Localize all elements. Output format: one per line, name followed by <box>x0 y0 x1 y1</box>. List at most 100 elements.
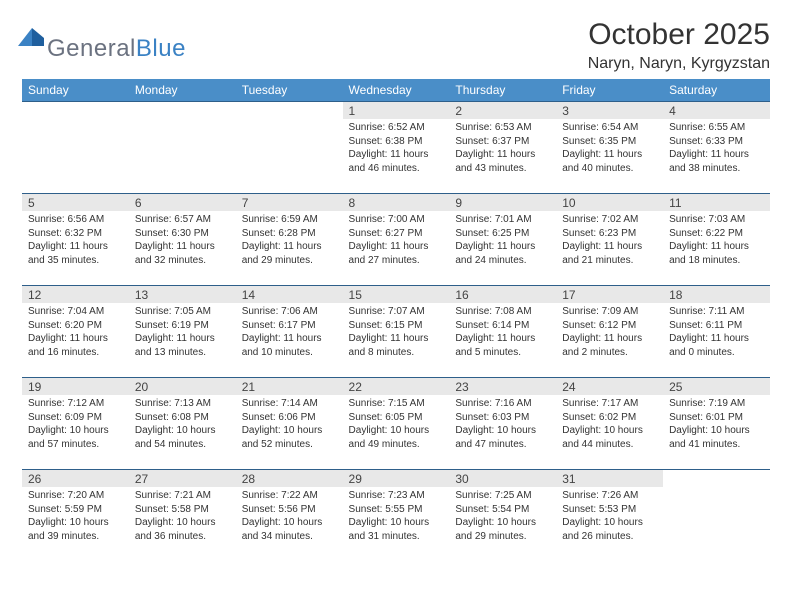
logo-word-general: General <box>47 35 136 62</box>
sunrise-line: Sunrise: 7:09 AM <box>562 305 657 319</box>
day-number <box>663 470 770 487</box>
sunrise-line: Sunrise: 6:57 AM <box>135 213 230 227</box>
day-number: 14 <box>236 286 343 303</box>
day-details: Sunrise: 7:16 AMSunset: 6:03 PMDaylight:… <box>449 395 556 455</box>
weekday-header-cell: Sunday <box>22 79 129 102</box>
daylight-line: Daylight: 10 hours and 39 minutes. <box>28 516 123 543</box>
sunset-line: Sunset: 6:12 PM <box>562 319 657 333</box>
sunrise-line: Sunrise: 7:12 AM <box>28 397 123 411</box>
sunrise-line: Sunrise: 7:07 AM <box>349 305 444 319</box>
day-details: Sunrise: 7:26 AMSunset: 5:53 PMDaylight:… <box>556 487 663 547</box>
day-number: 6 <box>129 194 236 211</box>
weekday-header-cell: Monday <box>129 79 236 102</box>
sunrise-line: Sunrise: 7:21 AM <box>135 489 230 503</box>
calendar-day-cell: 9Sunrise: 7:01 AMSunset: 6:25 PMDaylight… <box>449 194 556 286</box>
sunset-line: Sunset: 6:33 PM <box>669 135 764 149</box>
day-number <box>129 102 236 119</box>
day-number: 11 <box>663 194 770 211</box>
sunset-line: Sunset: 5:59 PM <box>28 503 123 517</box>
sunset-line: Sunset: 6:28 PM <box>242 227 337 241</box>
logo-mark <box>22 24 44 73</box>
sunrise-line: Sunrise: 7:11 AM <box>669 305 764 319</box>
sunrise-line: Sunrise: 6:55 AM <box>669 121 764 135</box>
sunrise-line: Sunrise: 6:53 AM <box>455 121 550 135</box>
day-details: Sunrise: 7:14 AMSunset: 6:06 PMDaylight:… <box>236 395 343 455</box>
title-block: October 2025 Naryn, Naryn, Kyrgyzstan <box>588 18 770 73</box>
day-details: Sunrise: 6:57 AMSunset: 6:30 PMDaylight:… <box>129 211 236 271</box>
day-number: 19 <box>22 378 129 395</box>
sunrise-line: Sunrise: 7:13 AM <box>135 397 230 411</box>
calendar-day-cell: 5Sunrise: 6:56 AMSunset: 6:32 PMDaylight… <box>22 194 129 286</box>
sunset-line: Sunset: 5:54 PM <box>455 503 550 517</box>
sunrise-line: Sunrise: 7:22 AM <box>242 489 337 503</box>
calendar-day-cell: 19Sunrise: 7:12 AMSunset: 6:09 PMDayligh… <box>22 378 129 470</box>
logo-text: GeneralBlue <box>47 35 186 63</box>
daylight-line: Daylight: 11 hours and 13 minutes. <box>135 332 230 359</box>
sunset-line: Sunset: 6:15 PM <box>349 319 444 333</box>
sunset-line: Sunset: 6:30 PM <box>135 227 230 241</box>
day-number: 25 <box>663 378 770 395</box>
day-details: Sunrise: 7:15 AMSunset: 6:05 PMDaylight:… <box>343 395 450 455</box>
calendar-day-cell: 27 Sunrise: 7:21 AMSunset: 5:58 PMDayligh… <box>129 470 236 562</box>
weekday-header-cell: Wednesday <box>343 79 450 102</box>
brand-logo: GeneralBlue <box>22 18 186 73</box>
day-details: Sunrise: 6:53 AMSunset: 6:37 PMDaylight:… <box>449 119 556 179</box>
calendar-day-cell: 2Sunrise: 6:53 AMSunset: 6:37 PMDaylight… <box>449 102 556 194</box>
day-details: Sunrise: 7:05 AMSunset: 6:19 PMDaylight:… <box>129 303 236 363</box>
calendar-day-cell: 8Sunrise: 7:00 AMSunset: 6:27 PMDaylight… <box>343 194 450 286</box>
sunset-line: Sunset: 6:02 PM <box>562 411 657 425</box>
daylight-line: Daylight: 11 hours and 32 minutes. <box>135 240 230 267</box>
day-details: Sunrise: 6:52 AMSunset: 6:38 PMDaylight:… <box>343 119 450 179</box>
sunset-line: Sunset: 6:03 PM <box>455 411 550 425</box>
day-number: 2 <box>449 102 556 119</box>
weekday-header-cell: Saturday <box>663 79 770 102</box>
weekday-header-cell: Thursday <box>449 79 556 102</box>
day-details: Sunrise: 6:56 AMSunset: 6:32 PMDaylight:… <box>22 211 129 271</box>
calendar-body: 1Sunrise: 6:52 AMSunset: 6:38 PMDaylight… <box>22 102 770 562</box>
daylight-line: Daylight: 11 hours and 8 minutes. <box>349 332 444 359</box>
calendar-day-cell: 30Sunrise: 7:25 AMSunset: 5:54 PMDayligh… <box>449 470 556 562</box>
day-details: Sunrise: 7:08 AMSunset: 6:14 PMDaylight:… <box>449 303 556 363</box>
day-number: 20 <box>129 378 236 395</box>
logo-word-blue: Blue <box>136 35 186 62</box>
day-number: 27 <box>129 470 236 487</box>
day-number: 15 <box>343 286 450 303</box>
daylight-line: Daylight: 10 hours and 57 minutes. <box>28 424 123 451</box>
sunset-line: Sunset: 6:17 PM <box>242 319 337 333</box>
calendar-day-cell: 1Sunrise: 6:52 AMSunset: 6:38 PMDaylight… <box>343 102 450 194</box>
day-number: 29 <box>343 470 450 487</box>
sunrise-line: Sunrise: 7:17 AM <box>562 397 657 411</box>
calendar-day-cell: 14Sunrise: 7:06 AMSunset: 6:17 PMDayligh… <box>236 286 343 378</box>
header-row: GeneralBlue October 2025 Naryn, Naryn, K… <box>22 18 770 73</box>
day-details: Sunrise: 7:00 AMSunset: 6:27 PMDaylight:… <box>343 211 450 271</box>
month-title: October 2025 <box>588 18 770 51</box>
daylight-line: Daylight: 10 hours and 29 minutes. <box>455 516 550 543</box>
sunset-line: Sunset: 6:19 PM <box>135 319 230 333</box>
sunset-line: Sunset: 6:22 PM <box>669 227 764 241</box>
sunrise-line: Sunrise: 7:20 AM <box>28 489 123 503</box>
daylight-line: Daylight: 10 hours and 36 minutes. <box>135 516 230 543</box>
day-number: 7 <box>236 194 343 211</box>
day-number: 1 <box>343 102 450 119</box>
calendar-day-cell: 16Sunrise: 7:08 AMSunset: 6:14 PMDayligh… <box>449 286 556 378</box>
day-details: Sunrise: 7:20 AMSunset: 5:59 PMDaylight:… <box>22 487 129 547</box>
sunset-line: Sunset: 6:11 PM <box>669 319 764 333</box>
sunrise-line: Sunrise: 7:04 AM <box>28 305 123 319</box>
sunrise-line: Sunrise: 7:00 AM <box>349 213 444 227</box>
sunset-line: Sunset: 5:58 PM <box>135 503 230 517</box>
day-details: Sunrise: 7:23 AMSunset: 5:55 PMDaylight:… <box>343 487 450 547</box>
sunset-line: Sunset: 6:20 PM <box>28 319 123 333</box>
weekday-header: SundayMondayTuesdayWednesdayThursdayFrid… <box>22 79 770 102</box>
daylight-line: Daylight: 11 hours and 29 minutes. <box>242 240 337 267</box>
calendar-week-row: 26Sunrise: 7:20 AMSunset: 5:59 PMDayligh… <box>22 470 770 562</box>
calendar-day-cell <box>663 470 770 562</box>
daylight-line: Daylight: 11 hours and 27 minutes. <box>349 240 444 267</box>
calendar-page: GeneralBlue October 2025 Naryn, Naryn, K… <box>0 0 792 612</box>
sunset-line: Sunset: 5:55 PM <box>349 503 444 517</box>
calendar-day-cell: 25Sunrise: 7:19 AMSunset: 6:01 PMDayligh… <box>663 378 770 470</box>
day-details: Sunrise: 7:03 AMSunset: 6:22 PMDaylight:… <box>663 211 770 271</box>
sunrise-line: Sunrise: 7:15 AM <box>349 397 444 411</box>
day-number: 22 <box>343 378 450 395</box>
day-details: Sunrise: 6:54 AMSunset: 6:35 PMDaylight:… <box>556 119 663 179</box>
sunrise-line: Sunrise: 7:03 AM <box>669 213 764 227</box>
